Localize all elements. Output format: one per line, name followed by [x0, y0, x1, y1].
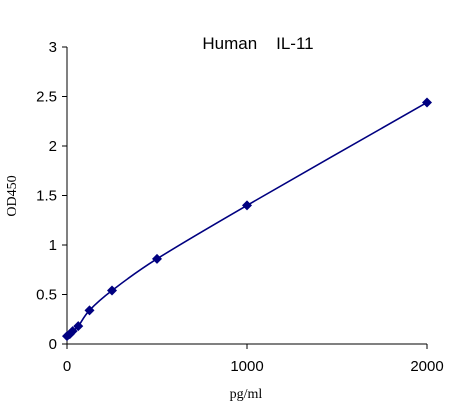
chart-title: Human IL-11 [202, 34, 313, 53]
y-axis-label: OD450 [5, 175, 20, 216]
y-tick-label: 3 [49, 39, 57, 56]
x-axis-label: pg/ml [230, 387, 263, 402]
x-tick-label: 0 [63, 358, 71, 375]
y-tick-label: 0 [49, 336, 57, 353]
y-tick-label: 1.5 [36, 188, 57, 205]
y-tick-label: 1 [49, 237, 57, 254]
plot-area: 0 0.5 1 1.5 2 2.5 3 0 1000 2000 [36, 39, 444, 375]
y-tick-label: 2 [49, 138, 57, 155]
y-tick-label: 0.5 [36, 287, 57, 304]
data-point [73, 321, 84, 332]
data-point [422, 97, 432, 108]
data-point [242, 200, 252, 211]
x-tick-label: 2000 [410, 358, 443, 375]
data-point [84, 305, 95, 316]
data-point [107, 285, 117, 296]
data-points [62, 97, 432, 342]
y-tick-label: 2.5 [36, 89, 57, 106]
data-point [152, 253, 162, 264]
y-axis-ticks: 0 0.5 1 1.5 2 2.5 3 [36, 39, 67, 353]
data-point [67, 326, 78, 337]
x-axis-ticks: 0 1000 2000 [63, 344, 444, 375]
x-tick-label: 1000 [230, 358, 263, 375]
series-curve [66, 101, 428, 337]
